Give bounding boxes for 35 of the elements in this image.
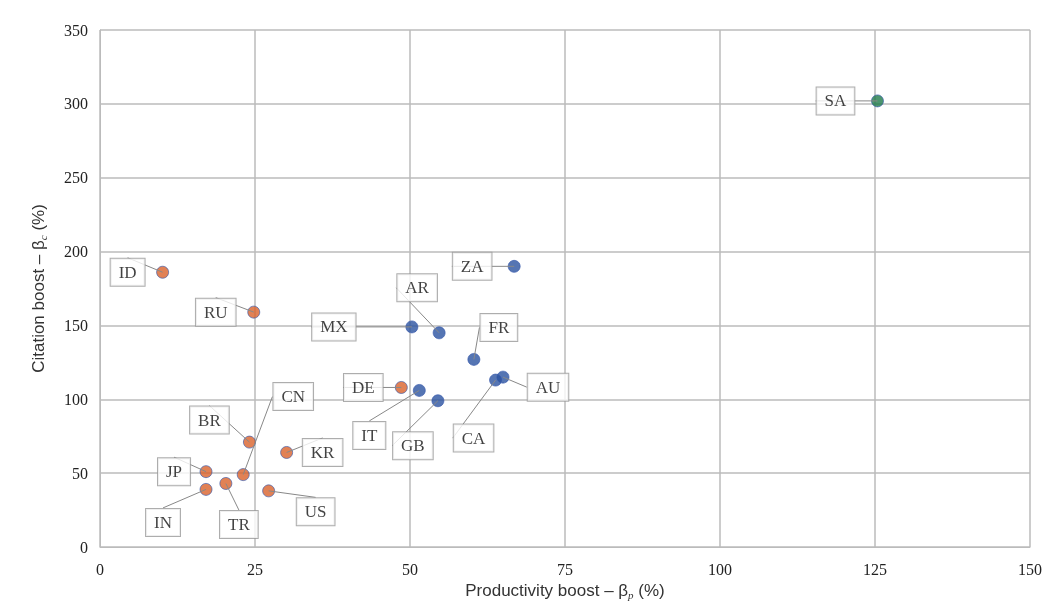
y-axis-title: Citation boost – βc (%) xyxy=(29,204,49,373)
y-tick-label: 350 xyxy=(64,21,88,39)
annotation: CA xyxy=(461,428,487,448)
x-tick-label: 75 xyxy=(557,560,573,578)
x-tick-label: 150 xyxy=(1018,560,1042,578)
annotation: MX xyxy=(320,317,348,337)
x-tick-label: 0 xyxy=(96,560,104,578)
y-tick-label: 0 xyxy=(80,538,88,556)
x-tick-label: 50 xyxy=(402,560,418,578)
annotation: RU xyxy=(203,302,228,322)
annotation: ID xyxy=(118,262,137,282)
y-tick-label: 250 xyxy=(64,169,88,187)
annotation: TR xyxy=(227,514,251,534)
annotation: FR xyxy=(488,317,510,337)
y-tick-label: 50 xyxy=(72,464,88,482)
annotation: CN xyxy=(281,387,306,407)
x-tick-label: 100 xyxy=(708,560,732,578)
annotation: US xyxy=(304,502,327,522)
y-tick-label: 300 xyxy=(64,95,88,113)
annotation: IN xyxy=(154,512,172,532)
annotation: AU xyxy=(535,377,561,397)
annotation: KR xyxy=(310,442,336,462)
annotation: IT xyxy=(361,425,378,445)
y-tick-label: 100 xyxy=(64,390,88,408)
annotation: SA xyxy=(824,91,848,111)
annotation: BR xyxy=(198,410,222,430)
annotation: DE xyxy=(351,377,375,397)
annotation: GB xyxy=(401,436,425,456)
y-tick-label: 150 xyxy=(64,316,88,334)
x-tick-label: 25 xyxy=(247,560,263,578)
y-tick-label: 200 xyxy=(64,243,88,261)
annotation: AR xyxy=(405,278,430,298)
annotation: JP xyxy=(165,462,183,482)
x-tick-label: 125 xyxy=(863,560,887,578)
annotation: ZA xyxy=(460,256,485,276)
